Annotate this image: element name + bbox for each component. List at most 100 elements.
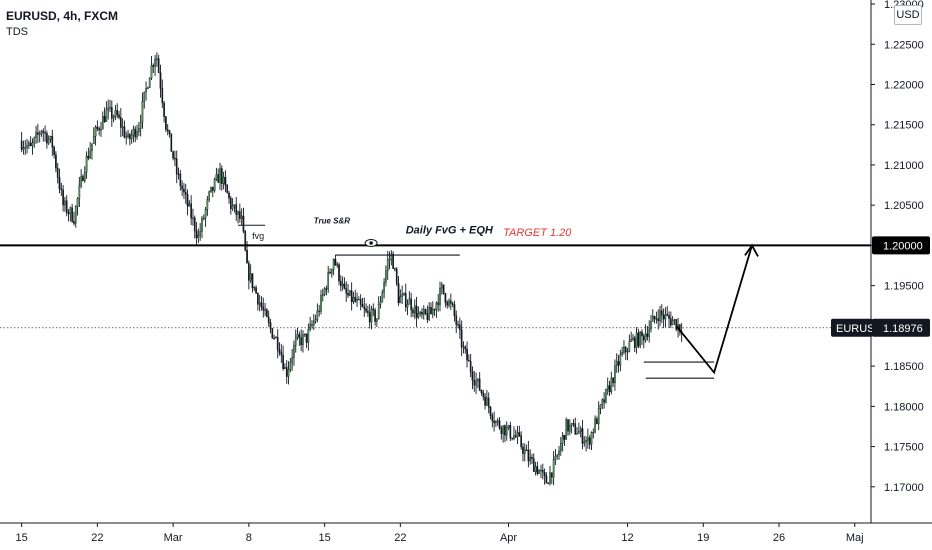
candle-body	[305, 333, 308, 343]
candle-body	[648, 328, 651, 337]
candle-body	[161, 88, 164, 104]
symbol-title: EURUSD, 4h, FXCM	[6, 9, 119, 23]
candle-body	[527, 449, 530, 462]
candle-body	[597, 408, 600, 425]
candle-body	[392, 253, 394, 269]
candle-body	[529, 457, 532, 462]
candle-body	[177, 173, 180, 175]
candle-body	[457, 324, 459, 326]
candle-body	[612, 377, 614, 384]
current-price-label	[872, 318, 930, 337]
candle-body	[114, 110, 117, 118]
candle-body	[24, 147, 27, 149]
candle-body	[74, 206, 77, 224]
candle-body	[603, 399, 605, 403]
candle-body	[502, 425, 504, 434]
candle-body	[213, 179, 216, 191]
candle-body	[403, 292, 405, 295]
candle-body	[302, 334, 304, 346]
candle-body	[460, 329, 463, 348]
candle-body	[399, 296, 402, 304]
candle-body	[141, 101, 144, 123]
candle-body	[579, 428, 582, 432]
projection-path[interactable]	[675, 245, 753, 375]
candle-body	[222, 176, 225, 184]
candle-body	[361, 304, 364, 308]
candle-body	[31, 142, 34, 147]
candle-body	[424, 309, 427, 314]
candle-body	[365, 308, 367, 312]
candle-body	[383, 281, 385, 293]
candle-body	[561, 435, 564, 444]
candle-body	[615, 361, 618, 367]
candle-body	[267, 316, 270, 323]
candle-body	[455, 315, 458, 325]
candle-body	[637, 332, 640, 347]
candle-body	[534, 466, 537, 472]
candle-body	[40, 130, 43, 135]
candle-body	[349, 290, 351, 296]
candle-body	[56, 167, 59, 178]
candle-body	[175, 158, 178, 175]
candle-body	[65, 200, 68, 214]
candle-body	[668, 315, 670, 319]
candle-body	[105, 109, 108, 122]
eye-icon[interactable]	[364, 238, 378, 247]
candle-body	[220, 168, 223, 184]
candle-body	[406, 304, 409, 308]
time-tick-label: 8	[246, 532, 252, 544]
candle-body	[64, 200, 66, 206]
candle-body	[289, 362, 292, 370]
candle-body	[130, 134, 133, 140]
candle-body	[314, 319, 317, 322]
candle-body	[312, 321, 315, 326]
candle-body	[610, 377, 613, 393]
candle-body	[138, 128, 140, 132]
candle-body	[541, 469, 544, 473]
target-annotation: TARGET 1.20	[503, 227, 572, 239]
candle-body	[540, 469, 542, 472]
price-tick-label: 1.19500	[884, 281, 924, 293]
candle-body	[129, 134, 131, 140]
currency-button[interactable]: USD	[894, 5, 922, 25]
candle-body	[91, 143, 93, 151]
candle-body	[55, 154, 57, 169]
candle-body	[89, 150, 91, 159]
candle-body	[511, 437, 513, 440]
candle-body	[352, 296, 355, 303]
candle-body	[664, 314, 667, 320]
candle-body	[275, 337, 277, 339]
time-tick-label: 12	[621, 532, 633, 544]
candle-body	[83, 171, 86, 181]
candle-body	[239, 211, 241, 219]
candle-body	[516, 432, 519, 438]
candle-body	[543, 472, 546, 477]
candle-body	[38, 133, 41, 135]
candle-body	[69, 207, 72, 214]
time-axis[interactable]: 15 22 Mar 8 15 22 Apr 12 19 26 Maj	[16, 523, 864, 544]
candle-body	[644, 333, 647, 341]
candle-body	[459, 324, 461, 330]
candle-body	[477, 378, 479, 382]
candle-body	[650, 321, 652, 330]
candle-body	[184, 191, 187, 195]
drawings[interactable]	[238, 224, 759, 379]
candle-body	[109, 107, 111, 109]
candle-body	[67, 212, 70, 214]
candle-body	[280, 352, 283, 356]
candle-body	[217, 174, 220, 183]
candle-body	[46, 133, 48, 144]
projection-arrowhead[interactable]	[744, 243, 759, 257]
candle-body	[670, 318, 672, 326]
candle-body	[395, 268, 398, 284]
candle-body	[309, 324, 312, 330]
candle-body	[179, 173, 182, 187]
candle-body	[520, 435, 522, 448]
current-price-label-text: 1.18976	[883, 323, 923, 335]
candle-body	[404, 292, 407, 308]
candle-body	[671, 320, 674, 326]
candle-body	[578, 431, 580, 434]
candle-body	[156, 58, 158, 60]
candle-body	[486, 397, 488, 406]
